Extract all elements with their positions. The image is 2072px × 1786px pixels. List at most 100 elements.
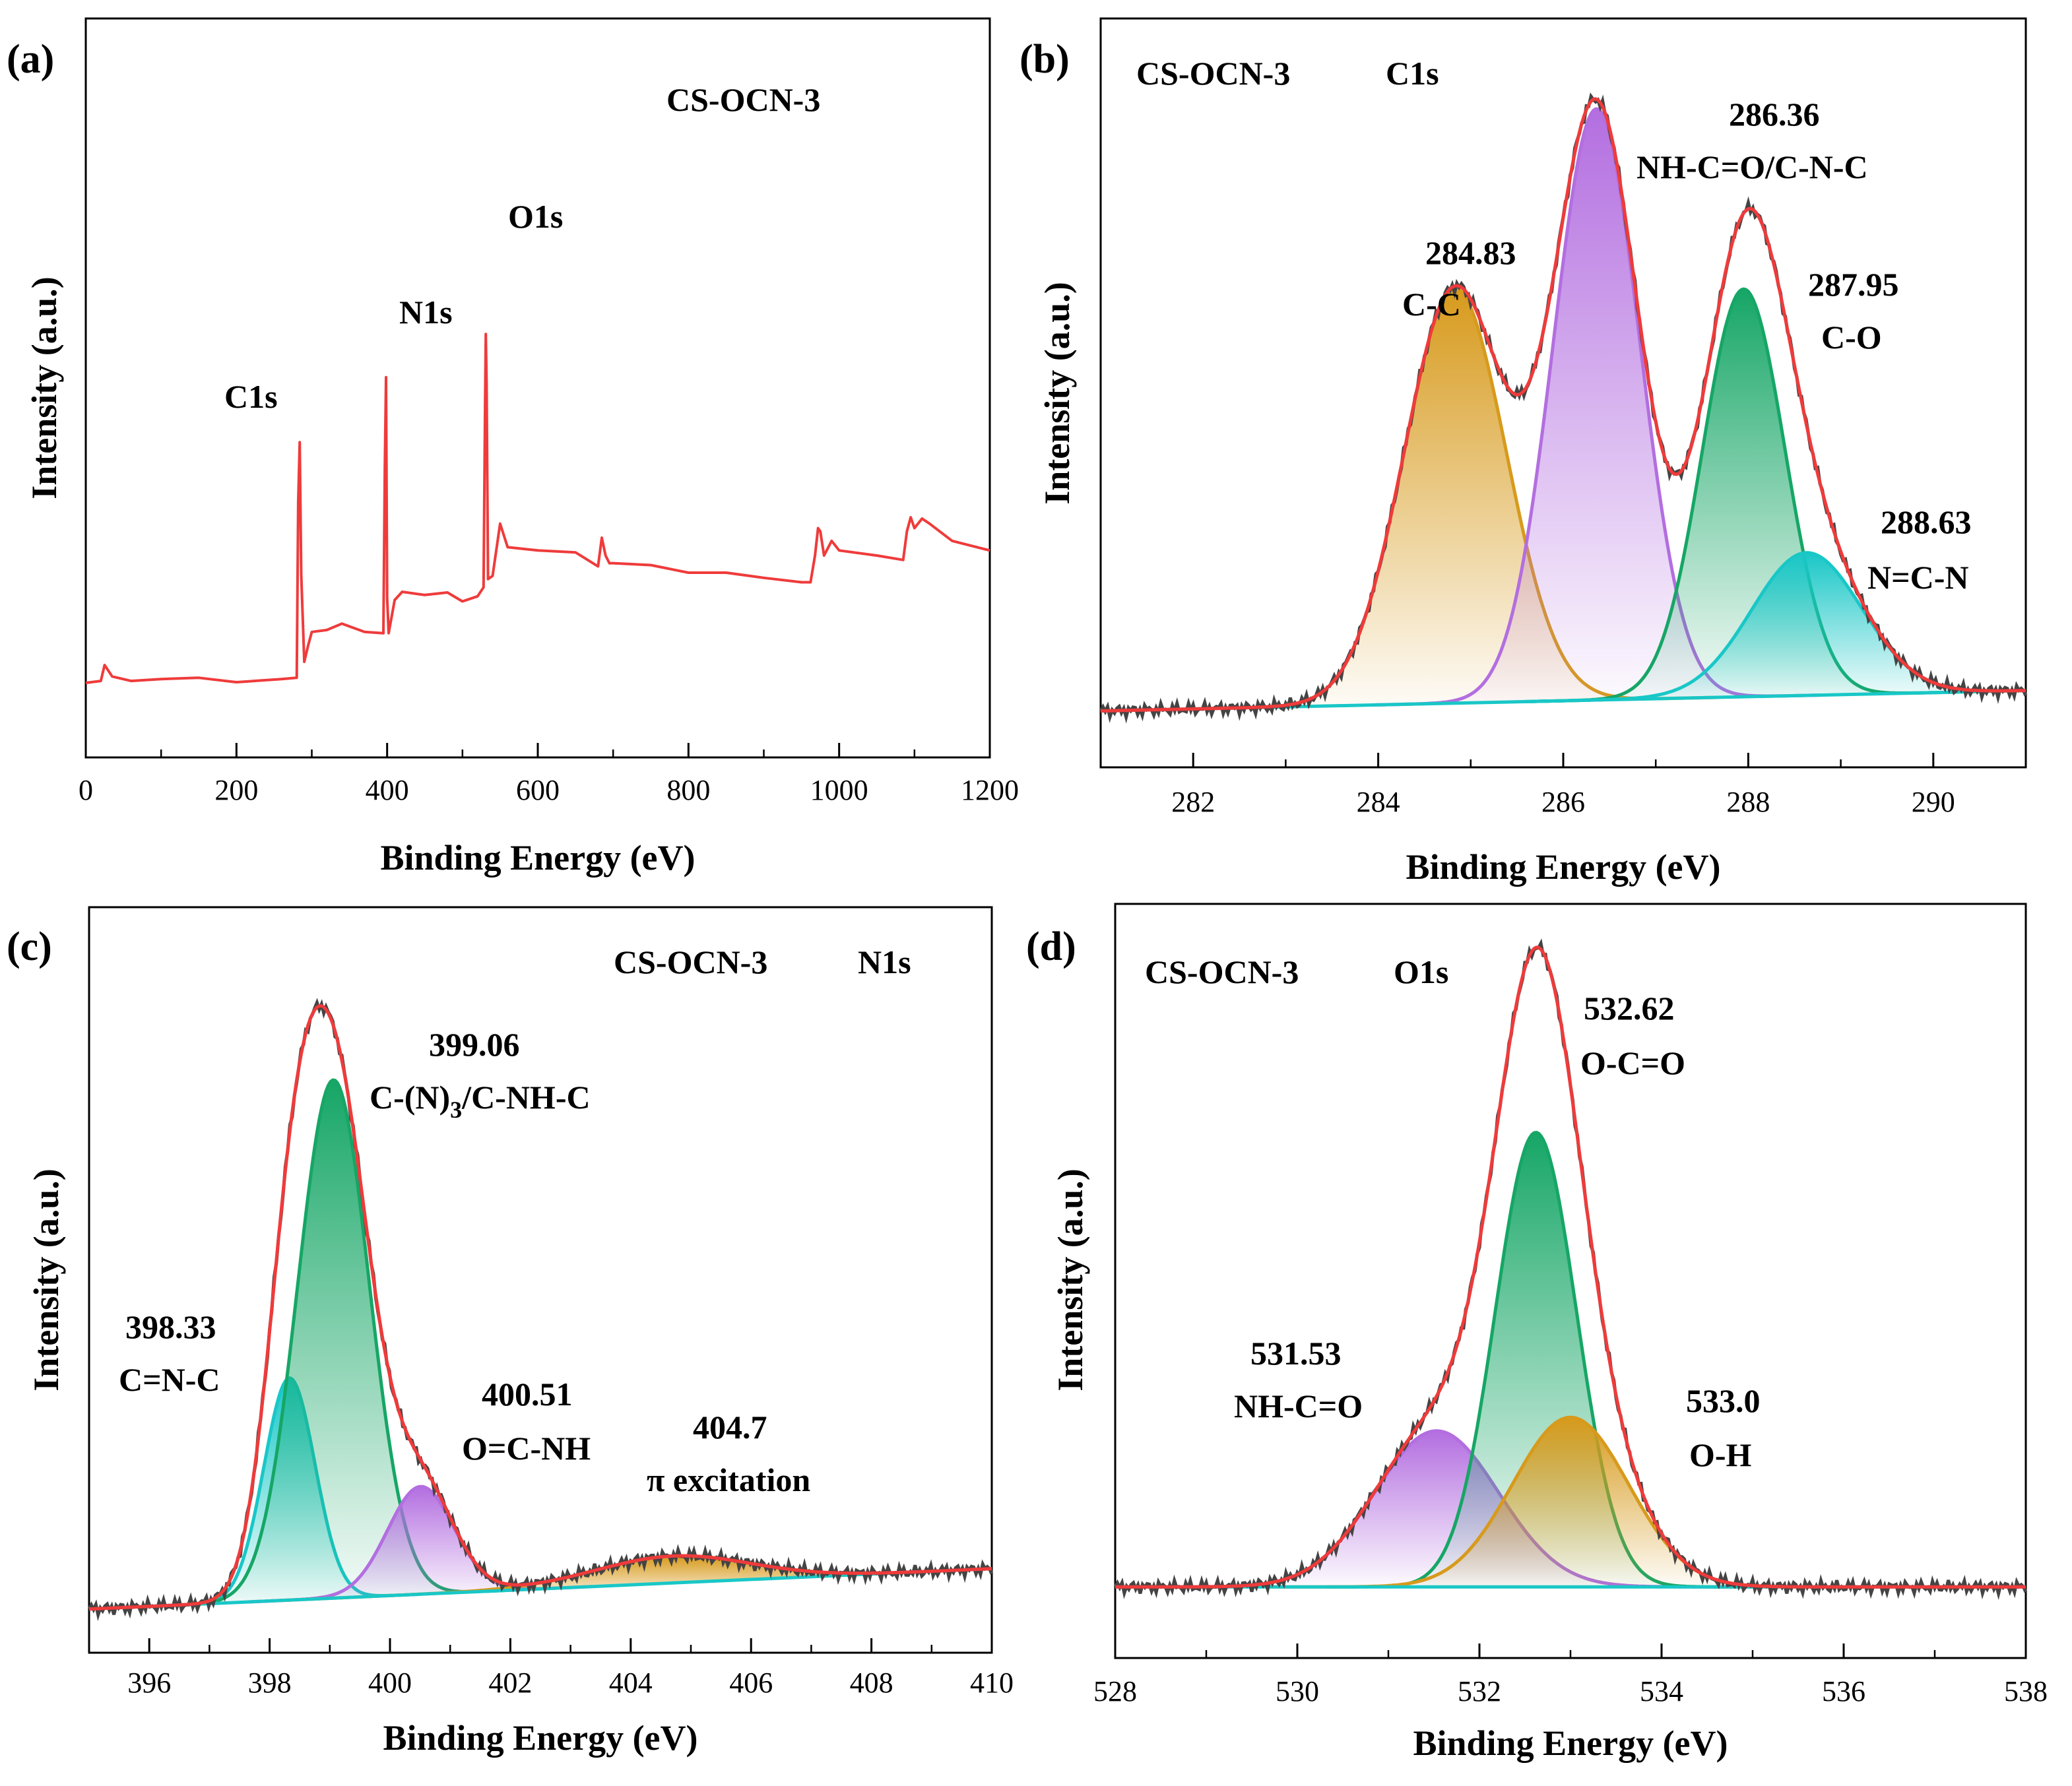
- x-tick-label: 406: [729, 1667, 773, 1699]
- region-title-d: O1s: [1394, 953, 1448, 990]
- peak-label-c-2-0: 400.51: [482, 1376, 573, 1413]
- peak-fills-b: [1099, 92, 2028, 724]
- y-axis-title-c: Intensity (a.u.): [26, 1168, 66, 1391]
- x-tick-label: 408: [850, 1667, 893, 1699]
- x-tick-label: 1200: [961, 774, 1019, 806]
- x-tick-label: 404: [609, 1667, 653, 1699]
- panel-label-c: (c): [7, 924, 52, 969]
- peak-labels-b: 284.83 C-C 286.36 NH-C=O/C-N-C 287.95 C-O 288.…: [1402, 96, 1972, 596]
- panel-b: (b) CS-OCN-3 C1s 282 284 286 288 290 284.83 C…: [1020, 17, 2028, 887]
- y-axis-title-d: Intensity (a.u.): [1051, 1168, 1090, 1391]
- peak-fill-d-1: [1326, 1132, 1746, 1587]
- x-tick-label: 402: [488, 1667, 532, 1699]
- baseline-c: [88, 1567, 992, 1611]
- panel-label-d: (d): [1026, 924, 1076, 969]
- peak-label-c-0-1: C=N-C: [119, 1361, 220, 1398]
- peak-fill-c-1: [150, 1080, 518, 1607]
- x-tick-label: 286: [1541, 786, 1585, 818]
- peak-fills-d: [1113, 938, 2028, 1601]
- x-tick-label: 284: [1357, 786, 1400, 818]
- curves-a: [85, 333, 990, 684]
- peak-label-d-1-1: O-C=O: [1580, 1044, 1685, 1081]
- x-tick-label: 398: [248, 1667, 292, 1699]
- x-ticks-d: 528 530 532 534 536 538: [1093, 1643, 2048, 1707]
- x-tick-label: 1000: [810, 774, 868, 806]
- region-title-c: N1s: [858, 943, 911, 980]
- peak-label-c-3-1: π excitation: [647, 1461, 810, 1498]
- peak-label-b-1-0: 286.36: [1729, 96, 1820, 133]
- x-axis-title-b: Binding Energy (eV): [1406, 847, 1720, 887]
- peak-label-c-1-1: C-(N)3/C-NH-C: [370, 1079, 591, 1123]
- y-axis-title-b: Intensity (a.u.): [1037, 282, 1077, 505]
- plot-frame-a: [84, 17, 991, 759]
- x-ticks-b: 282 284 286 288 290: [1099, 753, 2027, 818]
- peak-fill-d-0: [1117, 1430, 1757, 1587]
- x-tick-label: 410: [970, 1667, 1014, 1699]
- peak-fill-b-1: [1373, 109, 1821, 705]
- x-tick-label: 200: [214, 774, 258, 806]
- peak-label-b-3-0: 288.63: [1881, 503, 1972, 540]
- peak-label-d-0-0: 531.53: [1250, 1335, 1342, 1372]
- peak-label-d-2-1: O-H: [1689, 1436, 1752, 1473]
- y-axis-title-a: Intensity (a.u.): [24, 276, 64, 499]
- peak-label-b-0-0: 284.83: [1425, 234, 1516, 271]
- x-ticks-c: 396 398 400 402 404 406 408 410: [88, 1638, 1014, 1699]
- x-tick-label: 532: [1458, 1675, 1501, 1707]
- peak-fills-c: [87, 998, 994, 1622]
- sample-title-b: CS-OCN-3: [1136, 55, 1290, 92]
- sample-title-c: CS-OCN-3: [614, 943, 767, 980]
- panel-label-b: (b): [1020, 37, 1070, 82]
- x-axis-title-c: Binding Energy (eV): [383, 1718, 697, 1758]
- peak-label-b-2-1: C-O: [1821, 319, 1882, 356]
- x-tick-label: 800: [666, 774, 710, 806]
- plot-frame-c: [88, 906, 993, 1654]
- x-axis-title-a: Binding Energy (eV): [380, 838, 695, 877]
- peak-label-b-1-1: NH-C=O/C-N-C: [1636, 148, 1868, 185]
- x-tick-label: 600: [516, 774, 560, 806]
- peak-labels-a: C1s N1s O1s: [224, 198, 563, 415]
- peak-label-c-3-0: 404.7: [693, 1409, 767, 1446]
- peak-label-o1s: O1s: [508, 198, 563, 235]
- series-survey: [85, 333, 990, 684]
- peak-label-n1s: N1s: [399, 294, 453, 331]
- panel-c: (c) CS-OCN-3 N1s 396 398 400 402 404 406 408 41…: [7, 906, 1014, 1758]
- peak-fill-d-2: [1270, 1417, 1871, 1587]
- envelope-fit-b: [1100, 97, 2026, 713]
- peak-labels-c: 398.33 C=N-C 399.06 C-(N)3/C-NH-C 400.51 O=C-…: [119, 1026, 810, 1498]
- x-tick-label: 534: [1640, 1675, 1683, 1707]
- peak-label-b-0-1: C-C: [1402, 286, 1461, 323]
- x-axis-title-d: Binding Energy (eV): [1413, 1723, 1728, 1763]
- peak-label-d-0-1: NH-C=O: [1234, 1387, 1363, 1424]
- x-tick-label: 400: [366, 774, 409, 806]
- panel-label-a: (a): [7, 37, 54, 82]
- peak-fill-c-2: [249, 1486, 593, 1602]
- x-tick-label: 0: [79, 774, 93, 806]
- x-tick-label: 288: [1726, 786, 1770, 818]
- x-tick-label: 396: [127, 1667, 171, 1699]
- panel-a: (a) CS-OCN-3 0 200 400 600 800 1000 1200 C1s N1…: [7, 17, 1019, 877]
- x-ticks-a: 0 200 400 600 800 1000 1200: [79, 743, 1019, 806]
- x-tick-label: 530: [1276, 1675, 1319, 1707]
- peak-label-c-2-1: O=C-NH: [462, 1430, 591, 1467]
- peak-fill-c-3: [276, 1556, 992, 1601]
- peak-labels-d: 531.53 NH-C=O 532.62 O-C=O 533.0 O-H: [1234, 990, 1761, 1473]
- peak-label-c-1-0: 399.06: [429, 1026, 520, 1063]
- region-title-b: C1s: [1386, 55, 1439, 92]
- x-tick-label: 538: [2004, 1675, 2048, 1707]
- x-tick-label: 528: [1093, 1675, 1137, 1707]
- x-tick-label: 282: [1171, 786, 1215, 818]
- peak-fill-b-2: [1530, 289, 1957, 702]
- peak-label-c1s: C1s: [224, 378, 278, 415]
- peak-label-b-3-1: N=C-N: [1867, 559, 1968, 596]
- x-tick-label: 536: [1822, 1675, 1865, 1707]
- x-tick-label: 400: [368, 1667, 412, 1699]
- x-tick-label: 290: [1912, 786, 1955, 818]
- peak-label-d-2-0: 533.0: [1686, 1382, 1761, 1419]
- peak-fill-b-0: [1190, 288, 1718, 709]
- panel-d: (d) CS-OCN-3 O1s 528 530 532 534 536 538 531.…: [1026, 903, 2048, 1763]
- envelope-fit-d: [1115, 945, 2026, 1589]
- peak-label-b-2-0: 287.95: [1808, 266, 1899, 303]
- peak-label-d-1-0: 532.62: [1584, 990, 1675, 1027]
- sample-title-d: CS-OCN-3: [1145, 953, 1299, 990]
